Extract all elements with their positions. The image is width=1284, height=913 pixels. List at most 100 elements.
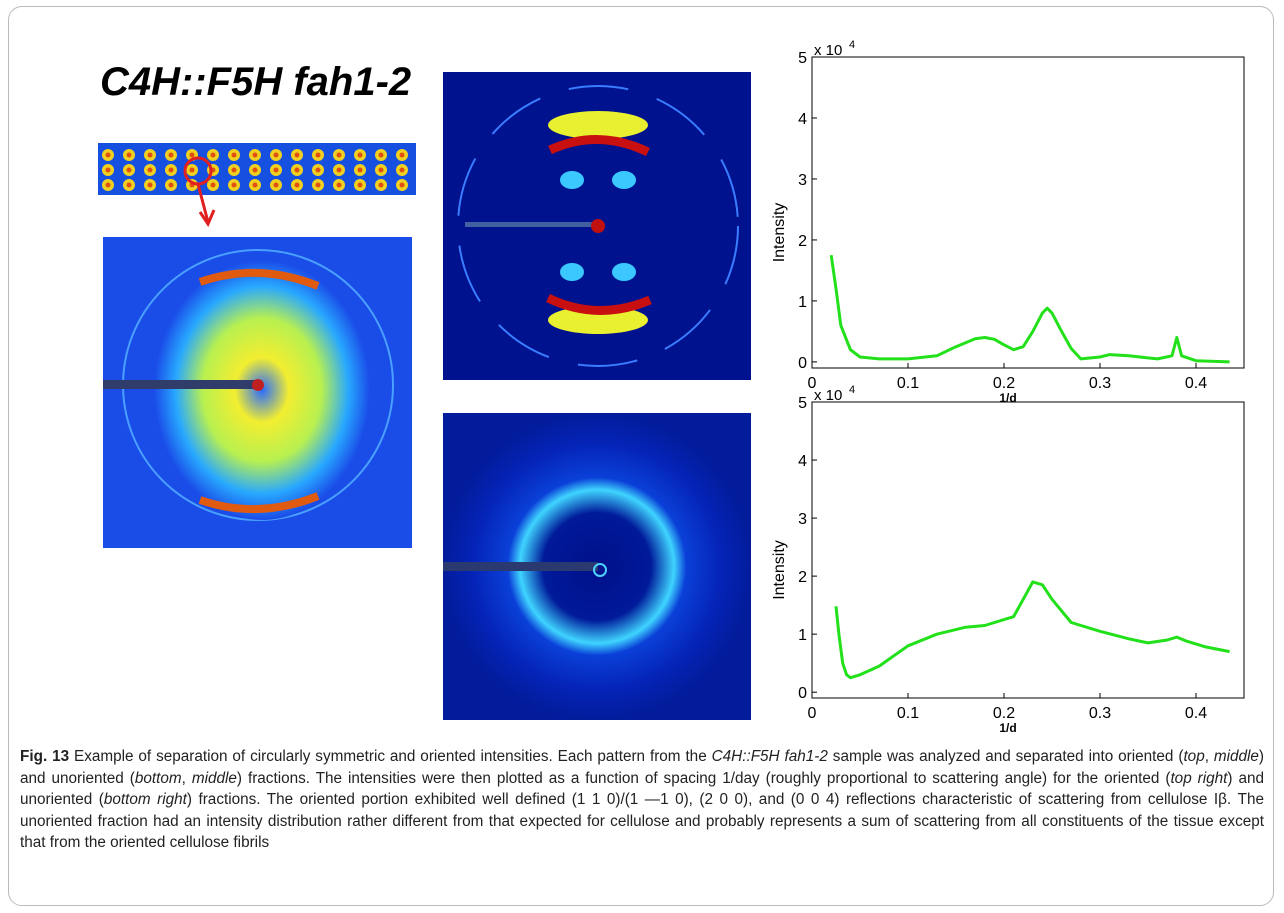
data-line <box>834 580 1230 680</box>
dot-core <box>315 167 321 173</box>
caption: Fig. 13 Example of separation of circula… <box>20 746 1264 854</box>
y-tick-label: 4 <box>798 453 807 470</box>
dot-core <box>126 167 132 173</box>
pattern-unoriented <box>443 413 751 720</box>
dot-core <box>357 167 363 173</box>
caption-text: C4H::F5H fah1-2 <box>711 748 828 765</box>
caption-text: middle <box>1213 748 1259 765</box>
plot-frame <box>811 401 1245 699</box>
dot-core <box>357 182 363 188</box>
dot-core <box>168 182 174 188</box>
caption-text: bottom <box>134 769 182 787</box>
dot-core <box>231 182 237 188</box>
dot-core <box>231 152 237 158</box>
dot-core <box>273 182 279 188</box>
figure-frame <box>8 6 1274 906</box>
y-tick-label: 1 <box>798 627 807 644</box>
arrow <box>196 183 216 228</box>
y-axis-label: Intensity <box>771 203 788 263</box>
dot-core <box>189 167 195 173</box>
panel-title: C4H::F5H fah1-2 <box>100 60 411 104</box>
dot-core <box>273 167 279 173</box>
y-multiplier-exponent: 4 <box>849 39 855 51</box>
y-tick-label: 5 <box>798 50 807 67</box>
dot-core <box>231 167 237 173</box>
dot-core <box>126 152 132 158</box>
dot-core <box>252 182 258 188</box>
dot-core <box>273 152 279 158</box>
y-tick-label: 3 <box>798 511 807 528</box>
dot-core <box>378 167 384 173</box>
x-tick-label: 0.4 <box>1185 375 1207 392</box>
dot-core <box>126 182 132 188</box>
caption-text: top right <box>1170 769 1228 787</box>
x-tick-label: 0 <box>808 375 817 392</box>
figure: C4H::F5H fah1-2 0 0.1 0.2 0.3 0.40123451/dIn… <box>98 39 1245 735</box>
dot-core <box>315 152 321 158</box>
x-tick-label: 0.4 <box>1185 705 1207 722</box>
dot-core <box>147 167 153 173</box>
dot-core <box>147 182 153 188</box>
dot-core <box>336 182 342 188</box>
y-tick-label: 5 <box>798 395 807 412</box>
x-axis-label: 1/d <box>999 721 1016 735</box>
dot-core <box>336 152 342 158</box>
caption-text: ) fractions. The oriented portion exhibi… <box>20 791 1264 851</box>
caption-text: ) and unoriented ( <box>20 769 1264 809</box>
dot-core <box>147 152 153 158</box>
plot-frame <box>811 56 1245 369</box>
dot-core <box>294 182 300 188</box>
x-tick-label: 0.1 <box>897 375 919 392</box>
y-multiplier: x 10 <box>814 42 842 59</box>
data-line <box>829 254 1230 364</box>
dot-core <box>399 182 405 188</box>
caption-text: sample was analyzed and separated into o… <box>827 748 1184 765</box>
dot-core <box>168 167 174 173</box>
y-multiplier-exponent: 4 <box>849 384 855 396</box>
dot-core <box>399 167 405 173</box>
dot-core <box>294 167 300 173</box>
dot-core <box>210 152 216 158</box>
x-tick-label: 0.3 <box>1089 705 1111 722</box>
y-axis-label: Intensity <box>771 540 788 600</box>
caption-label: Fig. 13 <box>20 748 70 765</box>
dot-core <box>189 152 195 158</box>
y-tick-label: 1 <box>798 294 807 311</box>
pattern-full <box>103 237 412 548</box>
dot-core <box>336 167 342 173</box>
y-tick-label: 0 <box>798 355 807 372</box>
caption-text: ) fractions. The intensities were then p… <box>236 769 1171 787</box>
x-tick-label: 0.3 <box>1089 375 1111 392</box>
dot-core <box>378 152 384 158</box>
dot-core <box>105 182 111 188</box>
caption-text: , <box>1204 748 1214 765</box>
y-tick-label: 3 <box>798 172 807 189</box>
caption-text: bottom right <box>103 791 187 808</box>
dot-core <box>105 167 111 173</box>
caption-text: , <box>181 769 192 787</box>
dot-core <box>168 152 174 158</box>
x-tick-label: 0.2 <box>993 375 1015 392</box>
dot-core <box>252 152 258 158</box>
dot-core <box>378 182 384 188</box>
y-tick-label: 2 <box>798 569 807 586</box>
x-tick-label: 0.2 <box>993 705 1015 722</box>
dot-core <box>105 152 111 158</box>
dot-core <box>210 182 216 188</box>
y-tick-label: 4 <box>798 111 807 128</box>
x-axis-label: 1/d <box>999 391 1016 405</box>
x-tick-label: 0 <box>808 705 817 722</box>
caption-text: ) and unoriented ( <box>20 748 1265 787</box>
dot-core <box>315 182 321 188</box>
dot-core <box>399 152 405 158</box>
dot-core <box>294 152 300 158</box>
y-multiplier: x 10 <box>814 387 842 404</box>
x-tick-label: 0.1 <box>897 705 919 722</box>
caption-text: top <box>1183 748 1205 765</box>
y-tick-label: 0 <box>798 685 807 702</box>
pattern-oriented <box>443 72 751 380</box>
dot-strip <box>98 143 416 195</box>
dot-core <box>252 167 258 173</box>
y-tick-label: 2 <box>798 233 807 250</box>
